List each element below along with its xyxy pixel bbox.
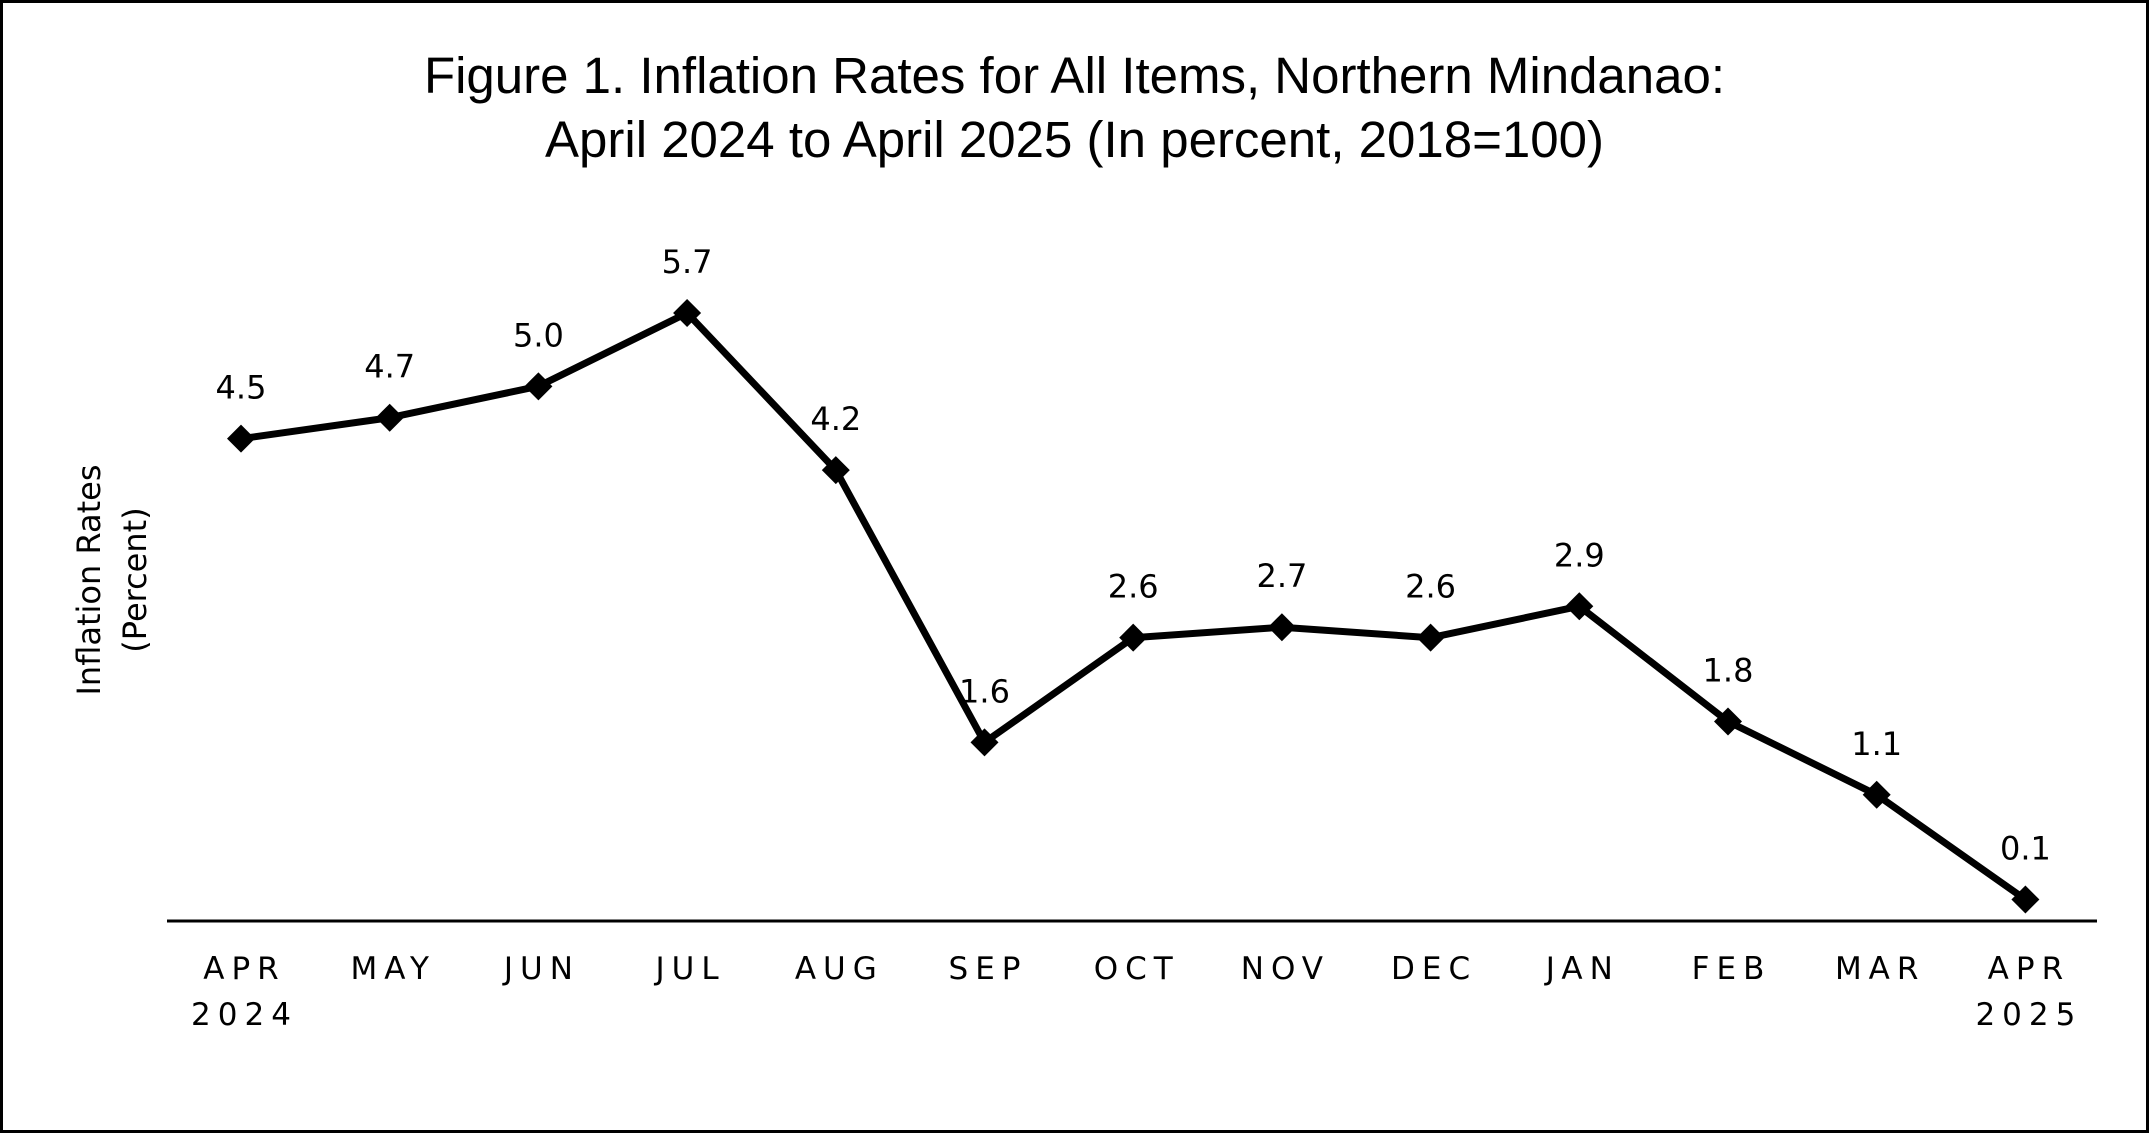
data-labels: 4.5 4.7 5.0 5.7 4.2 1.6 2.6 2.7 2.6 2.9 1.8 1.1 0.1 — [216, 243, 2051, 868]
x-tick-label: JUL — [654, 951, 726, 987]
chart-title: Figure 1. Inflation Rates for All Items,… — [0, 44, 2149, 172]
chart-title-line-1: Figure 1. Inflation Rates for All Items,… — [423, 47, 1726, 104]
x-tick-label: APR — [1988, 951, 2070, 987]
data-point-marker — [673, 299, 702, 327]
data-label: 2.9 — [1554, 536, 1605, 574]
data-point-marker — [227, 424, 255, 453]
data-point-marker — [1862, 780, 1891, 809]
data-label: 4.7 — [364, 348, 415, 386]
data-label: 0.1 — [2000, 830, 2051, 868]
x-tick-sublabel: 2025 — [1975, 997, 2082, 1033]
data-label: 2.6 — [1405, 568, 1456, 606]
data-point-marker — [821, 456, 850, 485]
data-point-marker — [524, 372, 553, 401]
data-point-marker — [2011, 885, 2040, 914]
chart-title-line-2: April 2024 to April 2025 (In percent, 20… — [545, 111, 1604, 168]
data-label: 1.6 — [959, 672, 1010, 710]
x-tick-label: NOV — [1241, 951, 1330, 987]
x-tick-label: SEP — [949, 951, 1028, 987]
data-point-marker — [1267, 613, 1296, 642]
x-tick-label: JUN — [502, 951, 580, 987]
data-point-marker — [1119, 623, 1148, 652]
x-tick-label: FEB — [1692, 951, 1772, 987]
x-tick-sublabel: 2024 — [191, 997, 298, 1033]
x-tick-label: OCT — [1094, 951, 1180, 987]
x-tick-label: APR — [203, 951, 285, 987]
data-point-marker — [375, 403, 404, 432]
data-point-marker — [1565, 592, 1594, 621]
data-label: 5.0 — [513, 316, 564, 354]
data-label: 4.5 — [216, 369, 267, 407]
data-label: 1.8 — [1703, 651, 1754, 689]
x-tick-labels: APR 2024 MAY JUN JUL AUG SEP OCT NOV DEC JAN FEB MAR… — [191, 951, 2082, 1033]
data-markers — [227, 299, 2040, 914]
data-label: 2.6 — [1108, 568, 1159, 606]
x-tick-label: DEC — [1391, 951, 1477, 987]
x-tick-label: AUG — [795, 951, 884, 987]
data-label: 4.2 — [810, 400, 861, 438]
data-point-marker — [1714, 707, 1742, 736]
data-label: 2.7 — [1256, 557, 1307, 595]
x-tick-label: MAY — [350, 951, 435, 987]
data-point-marker — [970, 728, 999, 757]
data-point-marker — [1416, 623, 1445, 652]
data-label: 1.1 — [1851, 725, 1902, 763]
x-tick-label: MAR — [1835, 951, 1926, 987]
x-tick-label: JAN — [1544, 951, 1620, 987]
series-line — [240, 308, 2028, 903]
data-label: 5.7 — [662, 243, 713, 281]
